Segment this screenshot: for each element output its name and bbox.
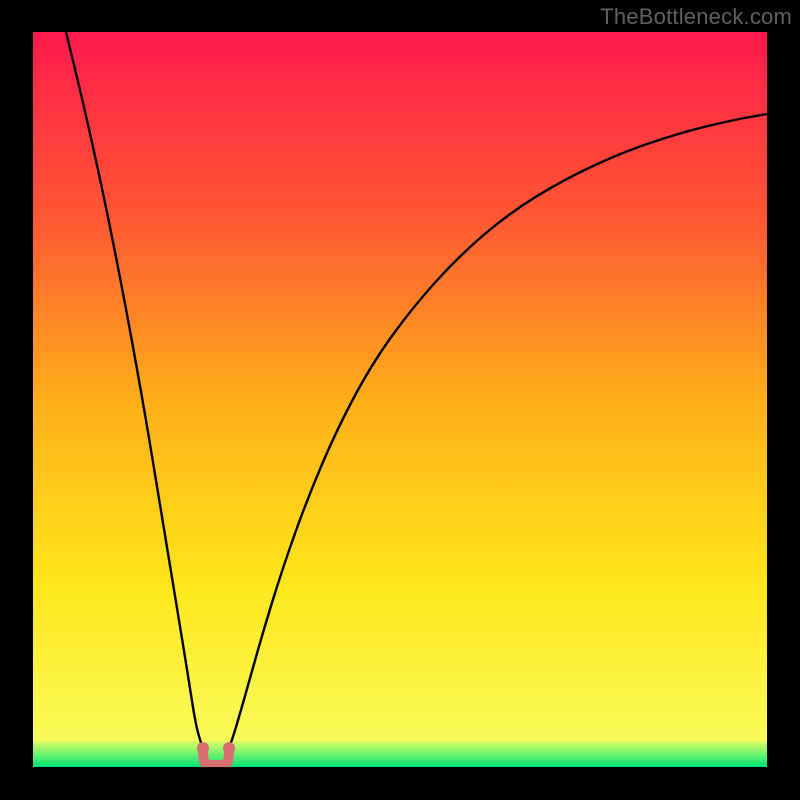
right-curve (229, 114, 767, 748)
chart-container: TheBottleneck.com (0, 0, 800, 800)
valley-dot-right (223, 742, 235, 754)
valley-dot-left (197, 742, 209, 754)
left-curve (66, 32, 203, 748)
plot-area (33, 32, 767, 767)
valley-markers (197, 742, 235, 767)
curve-overlay (33, 32, 767, 767)
watermark-text: TheBottleneck.com (600, 4, 792, 30)
